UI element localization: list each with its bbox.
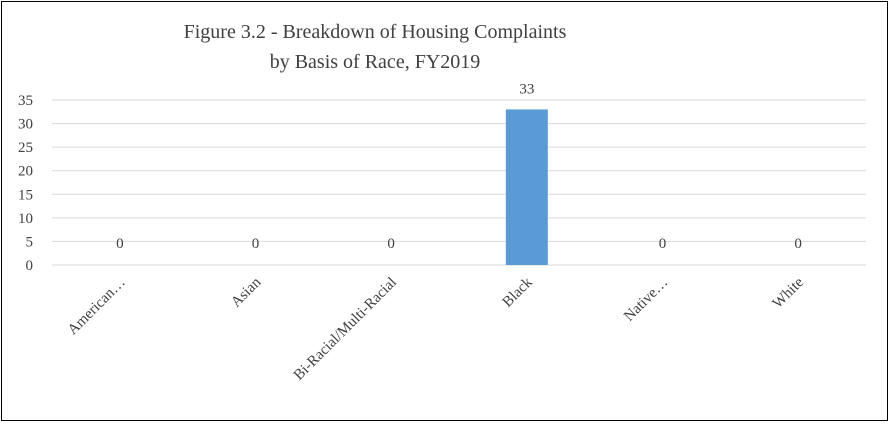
y-tick-label: 10	[18, 211, 33, 227]
data-label: 0	[659, 236, 667, 252]
y-tick-label: 30	[18, 117, 33, 133]
chart-title-line-1: Figure 3.2 - Breakdown of Housing Compla…	[184, 21, 567, 43]
bar	[505, 109, 548, 265]
data-label: 0	[387, 236, 395, 252]
y-tick-label: 35	[18, 93, 33, 109]
x-category-label: Black	[500, 274, 536, 310]
y-tick-label: 5	[26, 234, 34, 250]
x-category-label: White	[770, 274, 807, 311]
chart-title-line-2: by Basis of Race, FY2019	[270, 51, 481, 73]
x-category-label: Native…	[621, 275, 671, 325]
x-category-label: American…	[65, 275, 129, 339]
y-tick-label: 0	[26, 258, 34, 274]
x-axis-labels: American… Asian Bi-Racial/Multi-Racial Blac…	[65, 274, 807, 383]
gridlines	[52, 99, 866, 266]
data-labels: 0 0 0 33 0 0	[116, 81, 802, 252]
bars	[505, 109, 548, 265]
y-axis-ticks: 0 5 10 15 20 25 30 35	[18, 93, 33, 274]
data-label: 0	[116, 236, 124, 252]
y-tick-label: 20	[18, 164, 33, 180]
x-category-label: Bi-Racial/Multi-Racial	[291, 275, 400, 384]
data-label: 0	[252, 236, 260, 252]
y-tick-label: 25	[18, 140, 33, 156]
x-category-label: Asian	[228, 274, 264, 310]
y-tick-label: 15	[18, 187, 33, 203]
data-label: 33	[519, 81, 534, 97]
data-label: 0	[794, 236, 802, 252]
